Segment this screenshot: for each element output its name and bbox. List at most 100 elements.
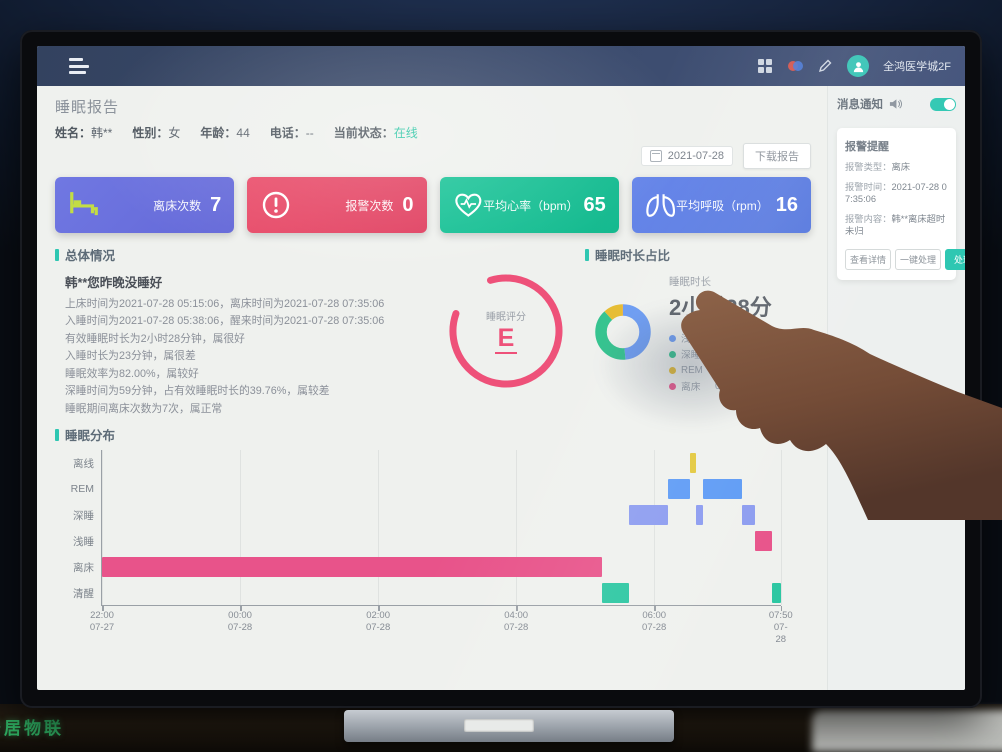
hypnogram-segment (702, 479, 742, 499)
hypnogram-segment (628, 505, 668, 525)
stat-value: 7 (210, 193, 222, 216)
legend-label: REM (681, 364, 703, 376)
section-bullet (55, 428, 59, 441)
user-avatar[interactable] (847, 55, 870, 77)
stat-card-alarms[interactable]: 报警次数 0 (247, 177, 427, 233)
stat-value: 16 (775, 193, 798, 216)
legend-percent: 39.76% (715, 348, 749, 360)
legend-dot (669, 382, 676, 390)
alarm-time-label: 报警时间： (845, 181, 892, 192)
overview-line: 上床时间为2021-07-28 05:15:06，离床时间为2021-07-28… (65, 298, 385, 310)
score-ring (449, 274, 563, 388)
sleep-score-gauge: 睡眠评分 E (427, 245, 585, 417)
overview-line: 入睡时长为23分钟，属很差 (65, 350, 196, 363)
legend-dot (669, 366, 676, 374)
date-value: 2021-07-28 (667, 150, 724, 162)
bed-icon (70, 192, 98, 216)
x-axis-tick: 22:00 07-27 (89, 610, 115, 633)
y-axis-label: 离床 (73, 561, 94, 574)
score-grade: E (494, 325, 518, 354)
date-picker[interactable]: 2021-07-28 (640, 146, 733, 166)
x-axis-tickmark (654, 606, 656, 611)
app-navbar: 全鸿医学城2F (37, 46, 965, 86)
stat-card-bed-exits[interactable]: 离床次数 7 (55, 177, 235, 233)
x-axis-tickmark (780, 606, 783, 611)
x-axis-tickmark (102, 606, 104, 611)
alarm-content-label: 报警内容： (845, 213, 892, 224)
handle-all-button[interactable]: 一键处理 (895, 248, 942, 270)
app-logo-icon[interactable] (69, 58, 91, 74)
duration-section: 睡眠时长占比 睡眠时长 2小时28分 浅睡 48.47% 1:11:45 深睡 39.7… (585, 245, 811, 417)
overview-section: 总体情况 韩**您昨晚没睡好 上床时间为2021-07-28 05:15:06，… (55, 245, 427, 417)
gridline (378, 450, 380, 605)
patient-phone: -- (305, 126, 314, 140)
user-name[interactable]: 全鸿医学城2F (883, 61, 951, 73)
section-bullet (585, 248, 589, 261)
x-axis-tickmark (516, 606, 518, 611)
y-axis-label: 离线 (73, 457, 94, 470)
x-axis-tick: 07:50 07-28 (768, 610, 793, 645)
alarm-type: 离床 (891, 162, 911, 172)
y-axis-label: 清醒 (73, 587, 94, 600)
duration-title: 睡眠时长 (669, 276, 711, 288)
hypnogram-segment (602, 583, 629, 603)
view-detail-button[interactable]: 查看详情 (845, 248, 892, 270)
donut-segment (595, 304, 651, 360)
y-axis-label: 浅睡 (73, 535, 94, 548)
stat-value: 0 (402, 193, 414, 216)
handle-button[interactable]: 处理 (945, 248, 965, 270)
patient-name: 韩** (91, 126, 113, 140)
apps-grid-icon[interactable] (757, 58, 773, 74)
overview-line: 有效睡眠时长为2小时28分钟，属很好 (65, 332, 245, 345)
distribution-header: 睡眠分布 (65, 429, 116, 443)
legend-row: 离床 0.25% 0:00:22 (669, 378, 811, 394)
monitor-bezel: 全鸿医学城2F 睡眠报告 姓名：韩** 性别：女 年龄：44 电话：-- 当前状… (20, 30, 982, 742)
overview-header: 总体情况 (65, 249, 116, 263)
gridline (516, 450, 518, 605)
download-report-button[interactable]: 下载报告 (743, 143, 811, 169)
hypnogram-segment (102, 557, 603, 577)
hypnogram-segment (771, 583, 781, 603)
y-axis-label: 深睡 (73, 509, 94, 522)
donut-legend: 浅睡 48.47% 1:11:45 深睡 39.76% 0:59:00 REM 11.52% 0… (669, 330, 811, 394)
gridline (780, 450, 782, 605)
stat-card-respiration[interactable]: 平均呼吸（rpm） 16 (631, 177, 811, 233)
legend-row: 浅睡 48.47% 1:11:45 (669, 330, 811, 346)
badge-icon[interactable] (787, 58, 804, 74)
x-axis-tick: 06:00 07-28 (642, 610, 667, 633)
notification-toggle[interactable] (930, 97, 956, 111)
heart-rate-icon (454, 193, 481, 217)
legend-row: REM 11.52% 0:17:03 (669, 362, 811, 378)
legend-dot (669, 334, 676, 342)
person-icon (853, 61, 863, 72)
legend-percent: 48.47% (715, 332, 749, 344)
stat-label: 报警次数 (345, 198, 394, 213)
stat-card-heart-rate[interactable]: 平均心率（bpm） 65 (439, 177, 619, 233)
alert-icon (263, 191, 290, 219)
alarm-content: 韩**离床超时未归 (845, 213, 946, 237)
hypnogram-chart: 离线 REM 深睡 浅睡 离床 清醒 22:00 07-27 00:00 07-28 02:00 0… (55, 450, 793, 645)
gridline (240, 450, 242, 605)
alarm-card-title: 报警提醒 (845, 141, 889, 153)
report-toolbar: 2021-07-28 下载报告 (55, 143, 811, 169)
pen-icon[interactable] (817, 58, 833, 74)
overview-line: 睡眠效率为82.00%，属较好 (65, 367, 199, 380)
x-axis-tick: 00:00 07-28 (227, 610, 253, 633)
patient-info-row: 姓名：韩** 性别：女 年龄：44 电话：-- 当前状态：在线 (55, 124, 811, 141)
legend-duration: 0:59:00 (761, 348, 794, 360)
stat-label: 平均呼吸（rpm） (676, 198, 769, 213)
legend-percent: 11.52% (715, 364, 748, 376)
stat-label: 平均心率（bpm） (483, 198, 579, 213)
overview-headline: 韩**您昨晚没睡好 (65, 276, 163, 290)
status-badge: 在线 (393, 126, 418, 140)
duration-header: 睡眠时长占比 (595, 249, 671, 263)
monitor-stand (344, 710, 674, 742)
wall-logo-text: 安居物联 (0, 719, 64, 738)
legend-label: 浅睡 (681, 334, 701, 345)
score-label: 睡眠评分 (486, 312, 526, 324)
phone-label: 电话： (269, 126, 306, 140)
section-bullet (55, 248, 59, 261)
speaker-icon[interactable] (889, 98, 902, 110)
stat-cards: 离床次数 7 报警次数 0 (55, 177, 811, 233)
hypnogram-plot: 22:00 07-27 00:00 07-28 02:00 07-28 04:00 07-28… (90, 450, 793, 645)
